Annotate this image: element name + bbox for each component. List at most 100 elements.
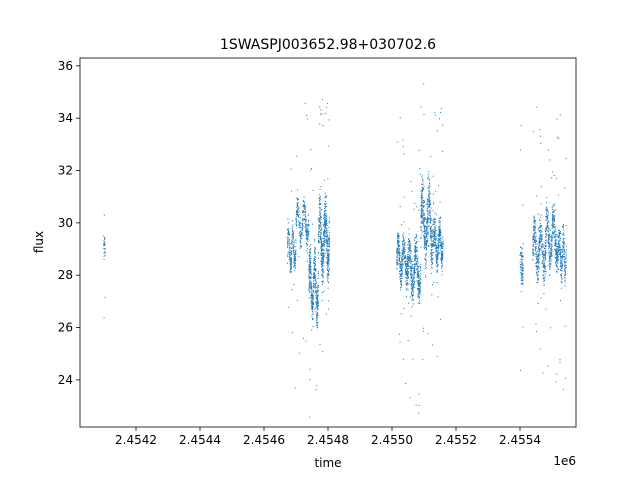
data-point: [563, 234, 565, 236]
data-point: [419, 286, 421, 288]
data-point: [554, 217, 556, 219]
data-point: [429, 203, 431, 205]
data-point: [309, 268, 311, 270]
data-point: [423, 213, 425, 215]
data-point: [537, 266, 539, 268]
data-point: [293, 251, 295, 253]
data-point: [437, 250, 439, 252]
data-point: [549, 159, 551, 161]
data-point: [417, 274, 419, 276]
data-point: [326, 223, 328, 225]
data-point: [309, 267, 311, 269]
data-point: [307, 232, 309, 234]
data-point: [318, 197, 320, 199]
data-point: [312, 189, 314, 191]
data-point: [326, 236, 328, 237]
data-point: [327, 252, 329, 254]
data-point: [287, 228, 289, 230]
data-point: [556, 258, 558, 260]
data-point: [551, 214, 553, 216]
data-point: [423, 218, 425, 220]
data-point: [439, 235, 441, 237]
data-point: [103, 255, 105, 257]
data-point: [537, 213, 539, 215]
data-point: [560, 269, 562, 271]
data-point: [564, 280, 566, 282]
data-point: [419, 168, 421, 170]
data-point: [543, 263, 545, 265]
data-point: [305, 210, 307, 212]
data-point: [436, 248, 438, 250]
data-point: [326, 231, 328, 233]
data-point: [323, 244, 325, 246]
data-point: [437, 264, 439, 266]
data-point: [414, 263, 416, 265]
data-point: [430, 227, 432, 229]
data-point: [431, 249, 433, 251]
data-point: [434, 219, 436, 221]
data-point: [326, 224, 328, 226]
data-point: [521, 264, 523, 266]
data-point: [540, 244, 542, 246]
data-point: [558, 229, 560, 231]
data-point: [560, 232, 562, 234]
data-point: [316, 281, 318, 283]
data-point: [295, 222, 297, 224]
data-point: [435, 239, 437, 241]
data-point: [301, 230, 303, 232]
data-point: [328, 254, 330, 256]
data-point: [310, 296, 312, 298]
data-point: [296, 212, 298, 214]
data-point: [401, 244, 403, 246]
data-point: [539, 254, 541, 256]
data-point: [322, 265, 324, 267]
data-point: [402, 245, 404, 247]
data-point: [315, 283, 317, 285]
data-point: [315, 268, 317, 270]
data-point: [397, 251, 399, 253]
data-point: [522, 267, 524, 269]
data-point: [554, 241, 556, 243]
data-point: [400, 275, 402, 277]
data-point: [421, 176, 423, 178]
data-point: [314, 268, 316, 270]
data-point: [423, 231, 425, 233]
data-point: [309, 280, 311, 282]
data-point: [409, 254, 411, 256]
data-point: [533, 221, 535, 223]
data-point: [422, 222, 424, 224]
data-point: [308, 270, 310, 272]
data-point: [317, 285, 319, 287]
data-point: [418, 303, 420, 305]
data-point: [397, 239, 399, 241]
data-point: [314, 282, 316, 284]
data-point: [560, 256, 562, 258]
data-point: [532, 244, 534, 246]
data-point: [321, 252, 323, 254]
data-point: [405, 270, 407, 272]
data-point: [298, 221, 300, 223]
data-point: [307, 220, 309, 222]
data-point: [438, 247, 440, 249]
data-point: [400, 258, 402, 260]
data-point: [550, 240, 552, 242]
data-point: [545, 231, 547, 233]
data-point: [441, 253, 443, 255]
data-point: [294, 255, 296, 257]
data-point: [327, 259, 329, 261]
data-point: [564, 274, 566, 276]
data-point: [551, 237, 553, 239]
data-point: [436, 356, 438, 358]
data-point: [417, 294, 419, 296]
data-point: [290, 272, 292, 274]
data-point: [321, 269, 323, 271]
data-point: [316, 298, 318, 300]
data-point: [439, 228, 441, 230]
data-point: [546, 211, 548, 213]
data-point: [289, 267, 291, 269]
data-point: [435, 250, 437, 252]
data-point: [554, 242, 556, 244]
data-point: [435, 241, 437, 243]
data-point: [319, 123, 321, 125]
data-point: [310, 297, 312, 299]
